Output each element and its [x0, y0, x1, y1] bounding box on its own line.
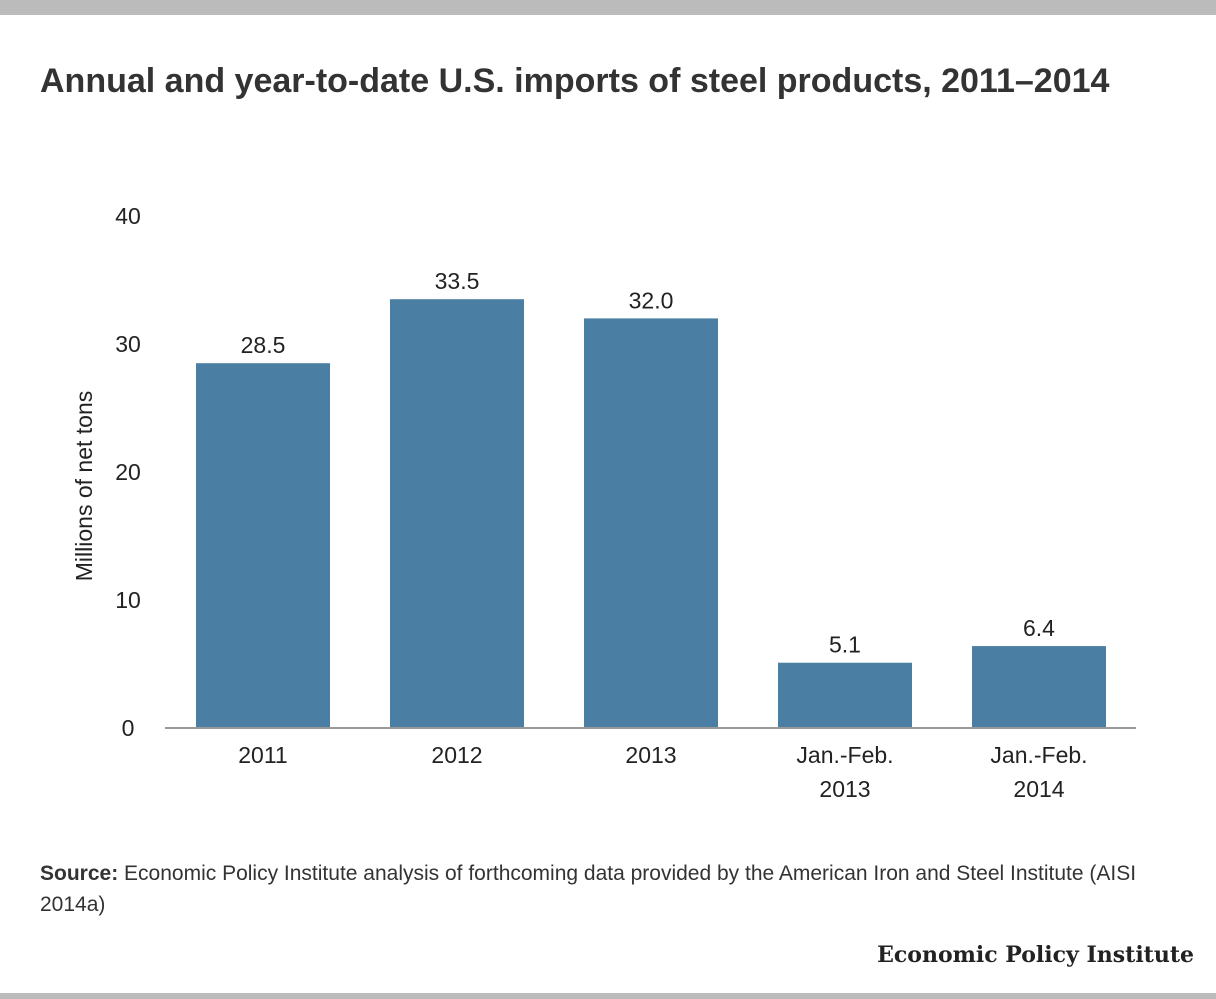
bottom-border: [0, 993, 1216, 999]
bar: [778, 662, 912, 728]
data-label: 5.1: [829, 632, 861, 658]
source-note: Source: Economic Policy Institute analys…: [40, 858, 1160, 920]
bar-chart: 0 10 20 30 40 Millions of net tons 28.5 2011 33.…: [71, 203, 1136, 802]
bar: [196, 363, 330, 728]
y-tick-label: 10: [115, 587, 141, 613]
data-label: 6.4: [1023, 615, 1055, 641]
y-tick-label: 40: [115, 203, 141, 229]
y-tick-label: 0: [122, 715, 135, 741]
bar: [972, 646, 1106, 728]
brand-logo-text: Economic Policy Institute: [877, 942, 1194, 968]
bar: [584, 318, 718, 728]
x-tick-label: 2011: [238, 742, 287, 768]
y-axis-title: Millions of net tons: [71, 391, 97, 581]
x-tick-label: 2014: [1013, 776, 1064, 802]
x-tick-label: 2013: [625, 742, 676, 768]
x-tick-label: Jan.-Feb.: [990, 742, 1087, 768]
source-label: Source:: [40, 862, 119, 885]
y-tick-label: 20: [115, 459, 141, 485]
data-label: 32.0: [629, 287, 674, 313]
bar: [390, 299, 524, 728]
data-label: 33.5: [435, 268, 480, 294]
x-tick-label: Jan.-Feb.: [796, 742, 893, 768]
x-tick-label: 2012: [431, 742, 482, 768]
x-tick-label: 2013: [819, 776, 870, 802]
data-label: 28.5: [241, 332, 286, 358]
y-tick-label: 30: [115, 331, 141, 357]
top-border: [0, 0, 1216, 15]
chart-title: Annual and year-to-date U.S. imports of …: [40, 62, 1110, 100]
source-text: Economic Policy Institute analysis of fo…: [40, 862, 1137, 916]
